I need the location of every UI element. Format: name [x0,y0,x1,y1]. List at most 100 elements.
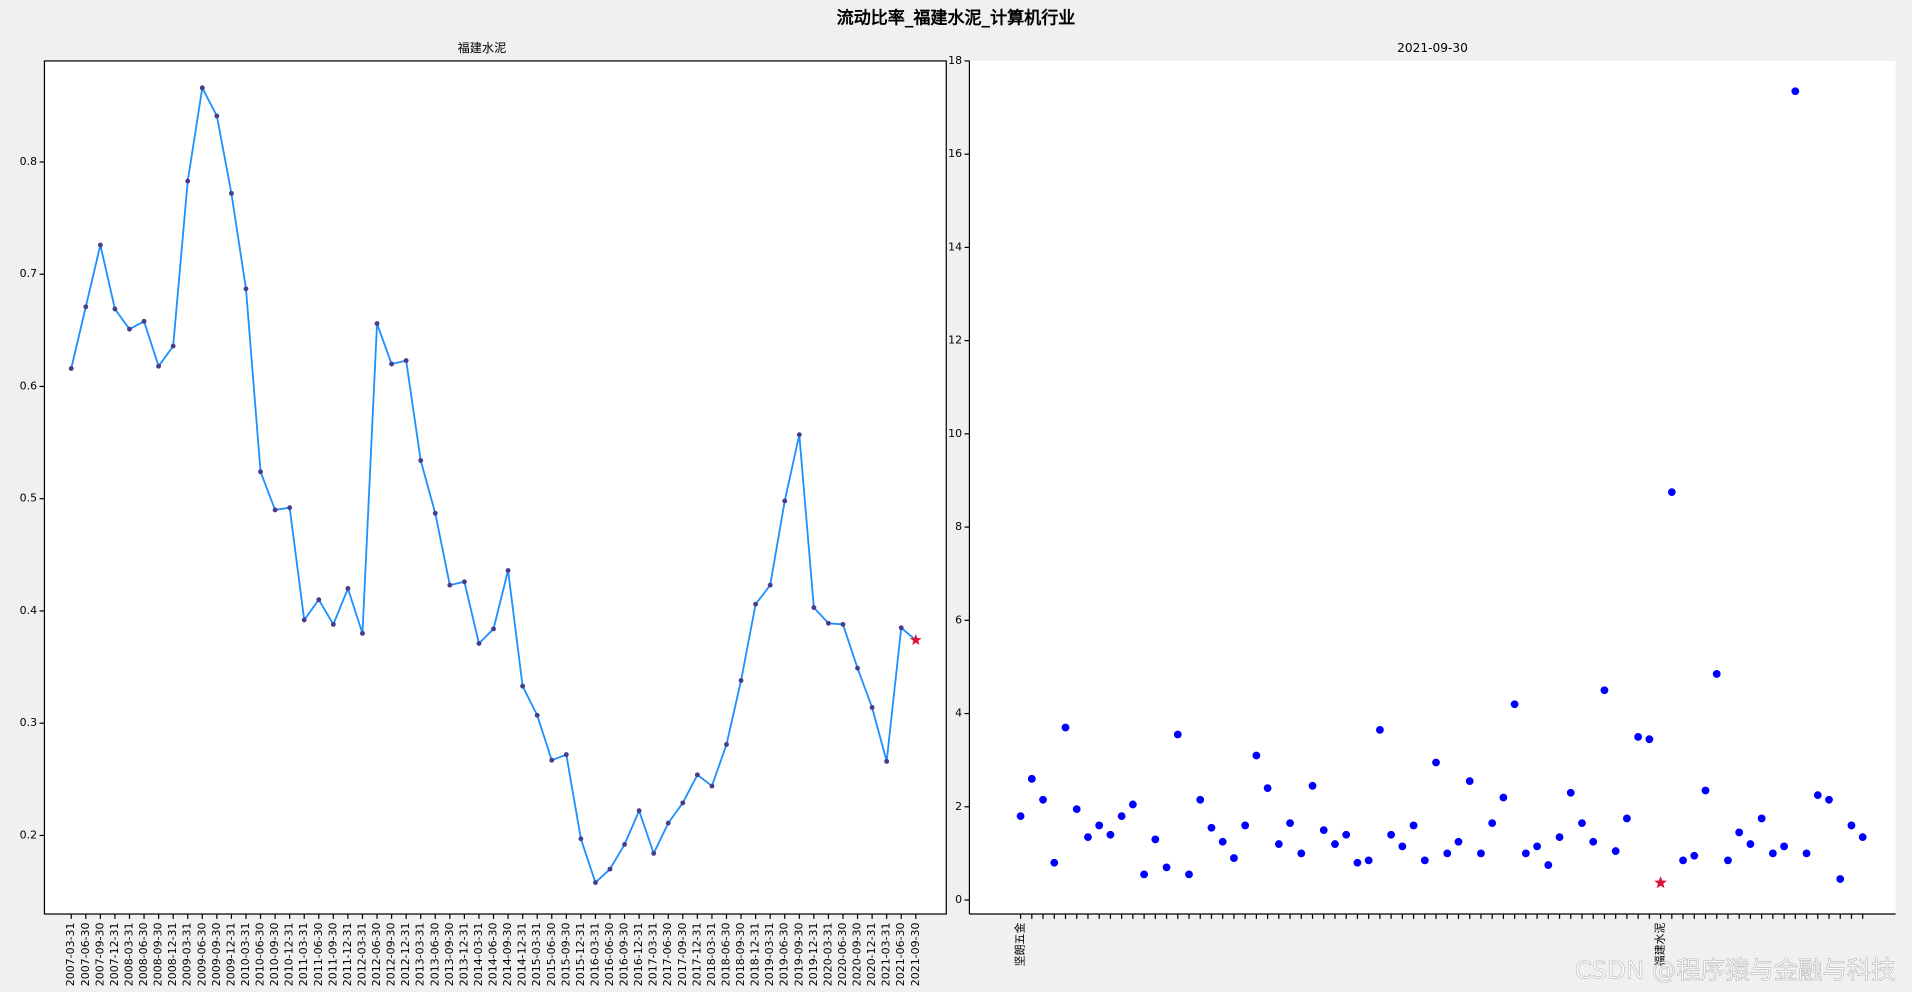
marker [228,190,234,196]
y-tick-label: 0.4 [20,604,37,617]
point [1331,840,1339,848]
marker [360,630,365,636]
x-tick-label: 2011-03-31 [297,923,310,987]
x-tick-label: 2008-12-31 [166,923,179,987]
point [1173,730,1182,739]
point [1375,725,1384,734]
x-tick-label: 2012-09-30 [385,923,398,987]
chart-title: 2021-09-30 [1397,41,1468,55]
point [1757,814,1766,823]
x-tick-label: 2018-09-30 [734,923,747,987]
point [1847,821,1856,830]
marker [258,469,263,475]
marker [316,597,322,603]
marker [447,582,453,588]
y-tick-label: 0.7 [20,267,37,280]
x-tick-label: 2007-12-31 [108,923,121,987]
point [1746,840,1755,848]
marker [709,783,715,789]
marker [680,800,686,806]
x-tick-label: 福建水泥 [1653,923,1667,967]
x-tick-label: 2016-12-31 [632,923,645,987]
x-tick-label: 坚朗五金 [1013,923,1027,967]
x-tick-label: 2017-12-31 [690,923,703,987]
point [1589,837,1598,846]
watermark: CSDN @程序猿与金融与科技 [1575,955,1896,984]
x-tick-label: 2015-09-30 [559,923,572,987]
marker [287,505,293,511]
marker [374,321,380,327]
point [1724,856,1732,865]
point [1521,849,1530,858]
point [1016,812,1025,821]
point [1813,791,1822,800]
point [1263,784,1272,793]
chart-title: 福建水泥 [458,40,507,55]
point [1286,819,1294,828]
x-tick-label: 2020-09-30 [851,923,864,987]
point [1151,835,1160,844]
y-tick-label: 8 [955,520,962,533]
point [1084,833,1092,841]
y-tick-label: 18 [948,54,962,67]
point [1566,788,1575,797]
plot-area-left [43,60,947,915]
marker [796,432,802,438]
marker [840,621,846,627]
x-tick-label: 2021-03-31 [880,923,893,987]
point [1780,842,1788,851]
point [1432,758,1440,767]
marker [898,625,904,631]
y-tick-label: 0.8 [20,155,37,168]
x-tick-label: 2012-03-31 [355,923,368,987]
point [1072,805,1081,814]
marker [855,665,860,671]
x-tick-label: 2009-12-31 [224,923,237,987]
x-tick-label: 2012-06-30 [370,923,383,987]
point [1488,819,1497,828]
x-tick-label: 2009-09-30 [210,923,223,987]
x-tick-label: 2017-09-30 [676,923,689,987]
marker [156,363,162,369]
marker [68,366,74,371]
y-tick-label: 0 [955,893,962,906]
x-tick-label: 2008-03-31 [122,923,135,987]
marker [491,626,496,632]
point [1645,735,1654,744]
marker [782,498,788,504]
marker [811,605,817,611]
y-tick-label: 10 [948,427,962,440]
marker [636,808,642,814]
marker [534,712,540,718]
point [1768,849,1777,858]
point [1578,819,1586,828]
marker [825,620,831,626]
marker [767,582,773,588]
point [1634,732,1643,741]
marker [738,678,744,683]
point [1162,863,1171,872]
x-tick-label: 2015-06-30 [545,923,558,987]
y-tick-label: 4 [955,707,962,720]
point [1364,856,1373,865]
x-tick-label: 2009-03-31 [181,923,194,987]
x-tick-label: 2008-06-30 [137,923,150,987]
x-tick-label: 2009-06-30 [195,923,208,987]
point [1039,795,1047,804]
x-tick-label: 2010-09-30 [268,923,281,987]
point [1533,842,1541,851]
x-tick-label: 2010-12-31 [283,923,296,987]
marker [694,772,700,778]
point [1555,833,1564,841]
x-tick-label: 2016-03-31 [588,923,601,987]
marker [432,510,438,516]
point [1623,814,1631,823]
marker [563,752,569,758]
x-tick-label: 2020-12-31 [865,923,878,987]
point [1027,774,1036,783]
point [1858,833,1867,841]
marker [389,361,395,367]
point [1353,858,1362,867]
point [1836,875,1845,883]
x-tick-label: 2011-12-31 [341,923,354,987]
